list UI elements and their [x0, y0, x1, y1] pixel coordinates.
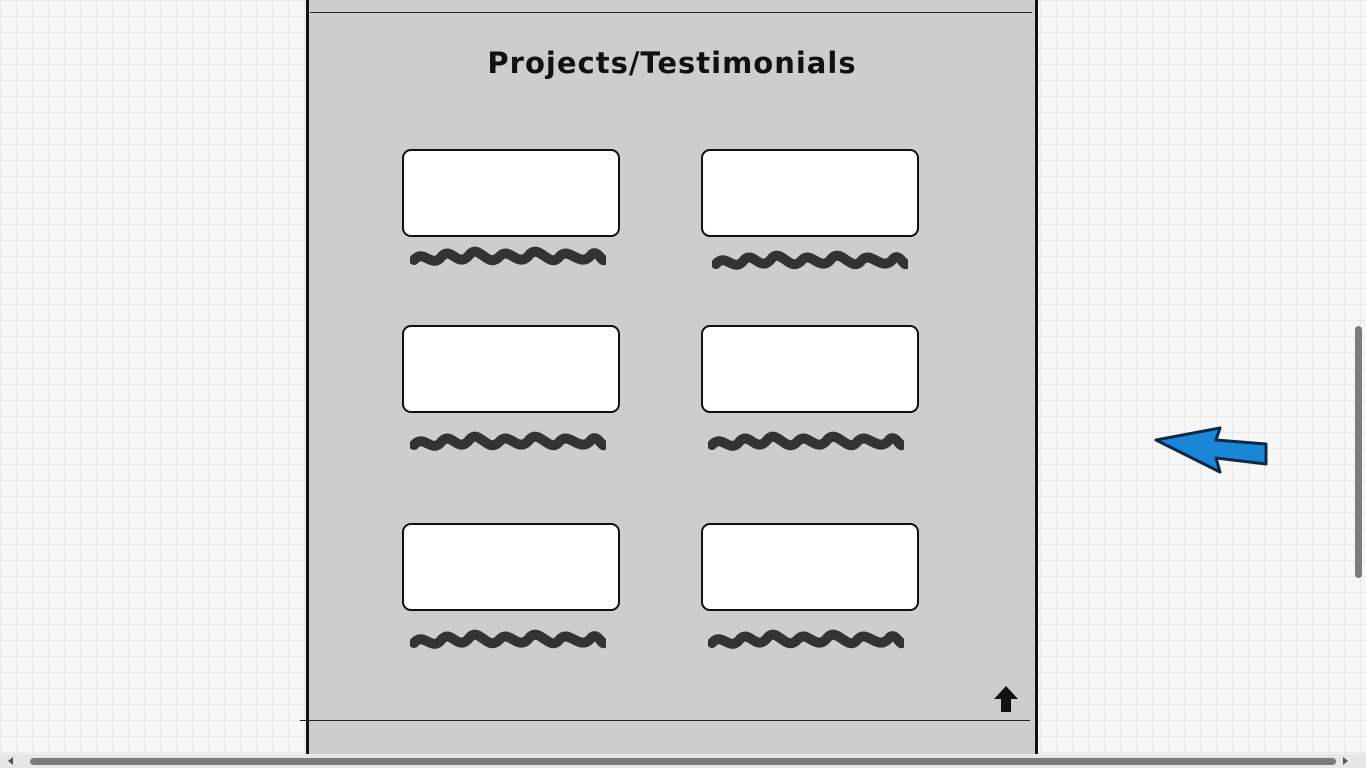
- project-card-6[interactable]: [701, 523, 919, 611]
- vertical-scrollbar-thumb[interactable]: [1355, 326, 1362, 578]
- project-card-3[interactable]: [402, 325, 620, 413]
- project-card-4[interactable]: [701, 325, 919, 413]
- project-card-2[interactable]: [701, 149, 919, 237]
- bottom-divider: [300, 720, 1030, 721]
- caption-scribble-6: [708, 629, 904, 649]
- arrow-up-icon[interactable]: [990, 683, 1022, 715]
- scroll-left-icon[interactable]: [6, 756, 16, 766]
- section-title: Projects/Testimonials: [487, 46, 857, 80]
- caption-scribble-3: [410, 431, 606, 451]
- caption-scribble-4: [708, 431, 904, 451]
- horizontal-scrollbar[interactable]: [0, 754, 1366, 768]
- project-card-1[interactable]: [402, 149, 620, 237]
- caption-scribble-1: [410, 246, 606, 266]
- blue-pointer-arrow-icon: [1154, 426, 1268, 474]
- caption-scribble-2: [712, 250, 908, 270]
- top-divider: [310, 12, 1032, 13]
- scroll-right-icon[interactable]: [1340, 756, 1350, 766]
- caption-scribble-5: [410, 629, 606, 649]
- project-card-5[interactable]: [402, 523, 620, 611]
- horizontal-scrollbar-thumb[interactable]: [30, 758, 1336, 765]
